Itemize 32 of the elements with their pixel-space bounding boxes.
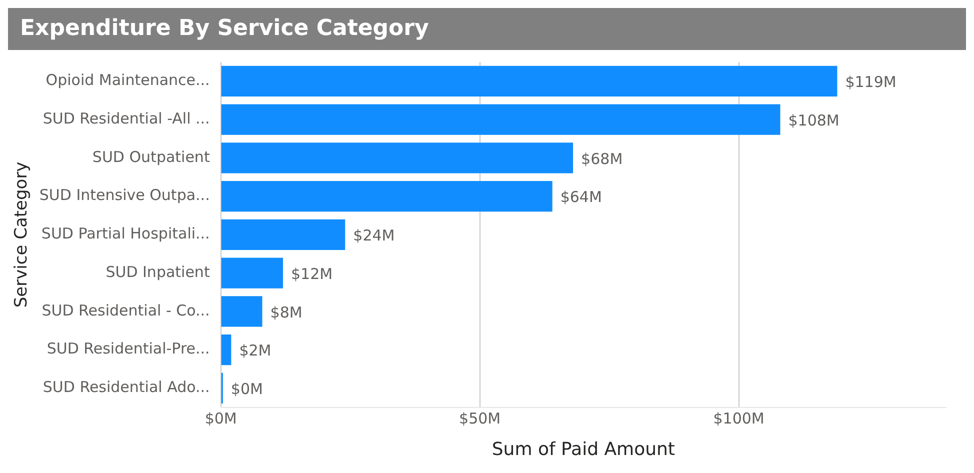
x-tick-label: $0M — [204, 409, 237, 428]
data-label: $12M — [290, 264, 333, 283]
bar — [221, 258, 283, 288]
bar — [221, 66, 838, 97]
data-label: $108M — [788, 111, 840, 130]
bar — [221, 142, 574, 174]
bar — [221, 219, 346, 250]
y-tick-label: SUD Outpatient — [92, 148, 210, 166]
bar — [221, 296, 262, 327]
data-label: $0M — [230, 380, 263, 398]
y-tick-label: SUD Residential Ado... — [42, 378, 210, 396]
chart-title: Expenditure By Service Category — [8, 8, 966, 50]
data-label: $68M — [581, 150, 623, 168]
y-tick-label: SUD Residential - Co... — [42, 301, 210, 320]
data-label: $24M — [353, 226, 395, 245]
data-label: $64M — [560, 188, 602, 206]
y-tick-label: SUD Inpatient — [106, 262, 210, 281]
bar — [221, 334, 232, 366]
x-axis-title: Sum of Paid Amount — [492, 438, 675, 460]
y-tick-label: SUD Intensive Outpa... — [39, 186, 210, 204]
data-label: $119M — [845, 73, 896, 92]
y-tick-label: Opioid Maintenance... — [46, 71, 210, 90]
y-tick-label: SUD Partial Hospitali... — [41, 224, 210, 243]
y-tick-label: SUD Residential-Pre... — [46, 340, 210, 358]
bar — [221, 104, 780, 135]
x-tick-label: $50M — [459, 409, 501, 428]
data-label: $2M — [239, 342, 272, 360]
y-tick-label: SUD Residential -All ... — [42, 109, 210, 128]
x-tick-label: $100M — [713, 409, 764, 428]
data-label: $8M — [270, 303, 302, 322]
y-axis-title: Service Category — [12, 162, 32, 308]
bar — [221, 180, 552, 212]
